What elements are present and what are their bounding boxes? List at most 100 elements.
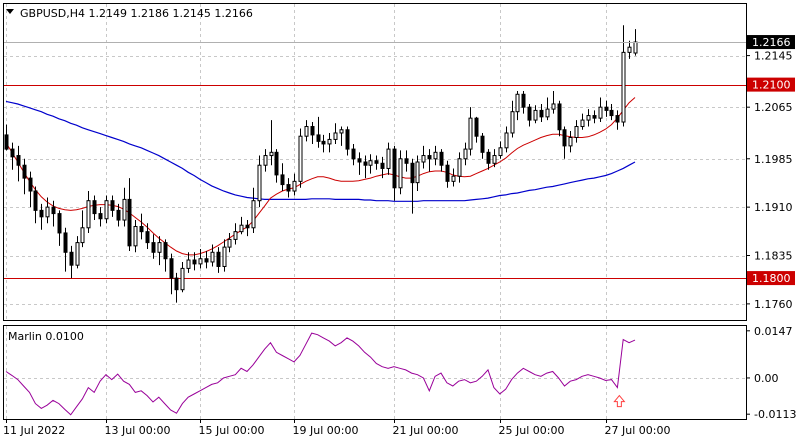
candle-bull bbox=[533, 109, 538, 121]
marlin-panel-frame bbox=[3, 325, 747, 420]
candle-bear bbox=[51, 206, 56, 215]
candle-bear bbox=[286, 184, 291, 192]
candle-bull bbox=[222, 246, 227, 267]
candle-bear bbox=[345, 129, 350, 150]
candle-bear bbox=[145, 231, 150, 244]
y-tick-label: 1.2065 bbox=[754, 101, 793, 114]
candle-bull bbox=[239, 224, 244, 233]
candle-bull bbox=[198, 258, 203, 265]
current-price-box bbox=[747, 35, 795, 50]
candle-bull bbox=[398, 158, 403, 189]
candle-bear bbox=[16, 155, 21, 166]
marlin-y-tick-label: 0.00 bbox=[754, 372, 779, 385]
up-arrow-icon bbox=[613, 394, 626, 408]
candle-bull bbox=[415, 161, 420, 184]
candle-bear bbox=[445, 164, 450, 182]
candle-bear bbox=[486, 151, 491, 164]
y-tick-label: 1.1835 bbox=[754, 250, 793, 263]
candle-bull bbox=[368, 160, 373, 166]
candle-bear bbox=[557, 103, 562, 131]
candle-bull bbox=[627, 46, 632, 53]
candle-bull bbox=[304, 126, 309, 137]
marlin-y-tick-label: 0.0147 bbox=[754, 325, 793, 338]
x-tick-label: 27 Jul 00:00 bbox=[605, 424, 671, 437]
candle-bear bbox=[351, 148, 356, 160]
candle-bear bbox=[280, 174, 285, 186]
candle-bear bbox=[374, 160, 379, 164]
marlin-axis: 0.0147 0.00 -0.0113 bbox=[746, 325, 796, 421]
candle-bull bbox=[598, 106, 603, 119]
price-axis: 1.2145 1.2065 1.1985 1.1910 1.1835 1.1760 1.21… bbox=[4, 35, 795, 311]
candle-bull bbox=[574, 126, 579, 138]
candle-bear bbox=[163, 242, 168, 260]
candle-bear bbox=[151, 242, 156, 253]
x-tick-label: 15 Jul 00:00 bbox=[199, 424, 265, 437]
candle-bull bbox=[80, 227, 85, 244]
candles bbox=[4, 25, 638, 303]
y-tick-label: 1.1985 bbox=[754, 153, 793, 166]
indicator-title: Marlin 0.0100 bbox=[8, 330, 84, 343]
candle-bear bbox=[404, 158, 409, 164]
level-price-label: 1.1800 bbox=[752, 272, 791, 285]
candle-bear bbox=[615, 115, 620, 123]
candle-bear bbox=[427, 155, 432, 160]
candle-bull bbox=[386, 148, 391, 169]
candle-bear bbox=[216, 251, 221, 267]
candle-bear bbox=[410, 162, 415, 184]
candle-bull bbox=[515, 93, 520, 113]
level-price-label: 1.2100 bbox=[752, 79, 791, 92]
candle-bear bbox=[169, 258, 174, 279]
candle-bull bbox=[421, 155, 426, 163]
candle-bull bbox=[263, 155, 268, 166]
x-tick-label: 19 Jul 00:00 bbox=[293, 424, 359, 437]
candle-bull bbox=[492, 155, 497, 164]
candle-bull bbox=[451, 175, 456, 182]
candle-bear bbox=[321, 140, 326, 145]
y-tick-label: 1.1760 bbox=[754, 298, 793, 311]
marlin-y-tick-label: -0.0113 bbox=[754, 408, 796, 421]
candle-bull bbox=[586, 115, 591, 121]
candle-bear bbox=[139, 225, 144, 233]
candle-bear bbox=[57, 213, 62, 234]
slow-ma-line bbox=[5, 100, 636, 202]
candle-bull bbox=[75, 242, 80, 266]
current-price-label: 1.2166 bbox=[752, 36, 791, 49]
candle-bear bbox=[539, 109, 544, 118]
candle-bear bbox=[439, 151, 444, 166]
candle-bear bbox=[204, 258, 209, 263]
candle-bear bbox=[392, 148, 397, 189]
candle-bull bbox=[133, 225, 138, 247]
candle-bear bbox=[116, 209, 121, 221]
candle-bull bbox=[257, 164, 262, 202]
level-price-box bbox=[747, 271, 795, 286]
candle-bull bbox=[251, 200, 256, 229]
y-tick-label: 1.1910 bbox=[754, 201, 793, 214]
y-tick-label: 1.2145 bbox=[754, 50, 793, 63]
candle-bear bbox=[245, 224, 250, 229]
candle-bear bbox=[480, 135, 485, 153]
candle-bear bbox=[527, 106, 532, 121]
candle-bull bbox=[233, 231, 238, 240]
level-price-box bbox=[747, 77, 795, 92]
candle-bull bbox=[327, 138, 332, 145]
candle-bear bbox=[274, 151, 279, 176]
candle-bull bbox=[551, 103, 556, 110]
candle-bear bbox=[174, 277, 179, 291]
candle-bear bbox=[521, 93, 526, 108]
x-tick-label: 11 Jul 2022 bbox=[3, 424, 65, 437]
candle-bear bbox=[10, 148, 15, 158]
candle-bull bbox=[157, 242, 162, 253]
candle-bull bbox=[580, 119, 585, 128]
time-axis: 11 Jul 2022 13 Jul 00:00 15 Jul 00:00 19 Ju… bbox=[3, 419, 670, 437]
candle-bull bbox=[510, 111, 515, 134]
marlin-line bbox=[5, 332, 636, 416]
symbol-header: GBPUSD,H4 1.2149 1.2186 1.2145 1.2166 bbox=[20, 7, 253, 20]
candle-bear bbox=[357, 158, 362, 163]
candle-bull bbox=[122, 198, 127, 221]
candle-bull bbox=[468, 117, 473, 150]
candle-bull bbox=[621, 51, 626, 123]
candle-bull bbox=[568, 136, 573, 147]
collapse-triangle-icon[interactable] bbox=[6, 9, 14, 14]
candle-bear bbox=[310, 126, 315, 136]
